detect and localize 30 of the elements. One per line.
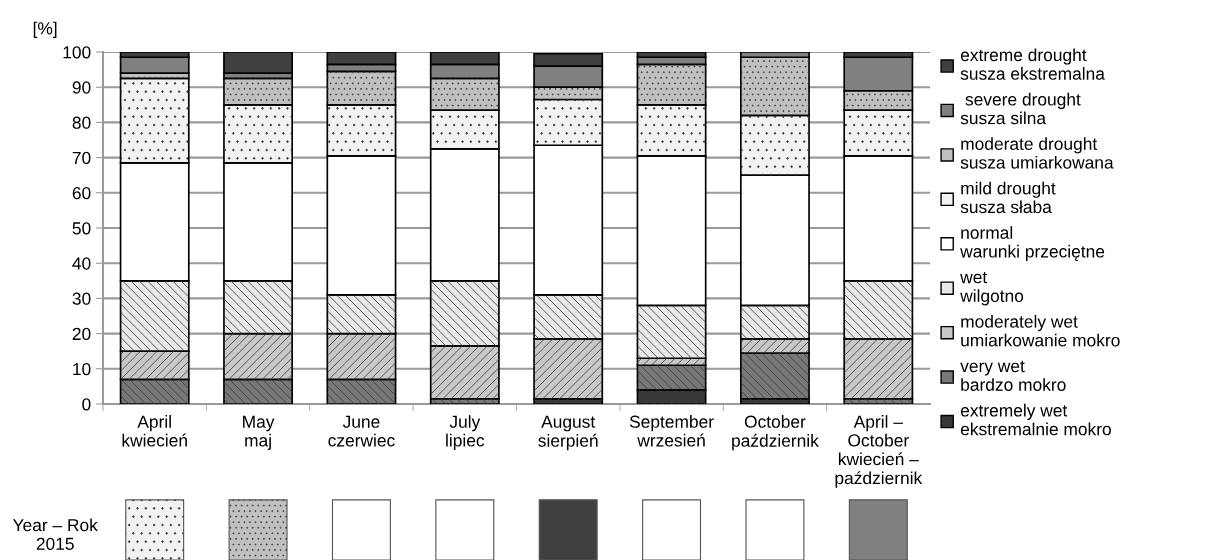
x-tick-label: August sierpień: [538, 415, 598, 451]
y-tick-label: 10: [73, 362, 91, 376]
legend-label: mild drought susza słaba: [960, 181, 1056, 214]
y-tick-label: 20: [72, 327, 91, 341]
y-tick-label: 60: [72, 186, 91, 200]
x-tick-label: April – October kwiecień – październik: [835, 415, 923, 488]
y-tick-label: 50: [72, 222, 91, 235]
y-tick-label: 30: [72, 292, 91, 305]
y-tick-label: 70: [72, 151, 91, 165]
legend-label: extreme drought susza ekstremalna: [960, 48, 1105, 80]
y-tick-label: 80: [72, 116, 91, 129]
legend-label: normal warunki przeciętne: [960, 226, 1105, 262]
legend-label: extremely wet ekstremalnie mokro: [960, 403, 1111, 436]
x-tick-label: October październik: [732, 415, 819, 451]
legend-label: severe drought susza silna: [960, 92, 1081, 125]
legend-label: wet wilgotno: [960, 271, 1024, 306]
legend-label: very wet bardzo mokro: [960, 360, 1066, 391]
text: Year – Rok 2015: [12, 518, 98, 550]
x-tick-label: April kwiecień: [122, 415, 187, 447]
y-tick-label: 100: [63, 46, 91, 59]
y-axis-title: [%]: [33, 21, 57, 38]
y-tick-label: 0: [82, 398, 91, 411]
legend-label: moderate drought susza umiarkowana: [960, 137, 1114, 169]
x-tick-label: September wrzesień: [629, 415, 714, 447]
x-tick-label: June czerwiec: [328, 415, 395, 447]
x-tick-label: July lipiec: [446, 415, 485, 450]
y-tick-label: 40: [72, 257, 91, 270]
x-tick-label: May maj: [243, 415, 275, 450]
legend-label: moderately wet umiarkowanie mokro: [961, 315, 1120, 347]
y-tick-label: 90: [72, 81, 91, 94]
